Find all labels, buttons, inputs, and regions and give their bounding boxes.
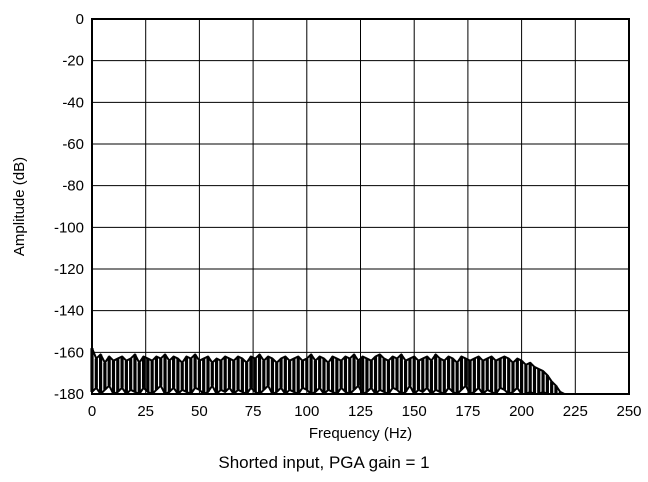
y-tick-label: -80 [62, 178, 84, 195]
x-tick-label: 0 [88, 403, 96, 420]
y-tick-label: -40 [62, 94, 84, 111]
y-tick-label: -160 [54, 344, 84, 361]
x-tick-label: 200 [509, 403, 534, 420]
y-tick-label: -120 [54, 261, 84, 278]
x-tick-label: 75 [245, 403, 262, 420]
plot-frame [91, 18, 630, 395]
y-tick-label: -20 [62, 53, 84, 70]
x-tick-label: 175 [455, 403, 480, 420]
y-axis-title: Amplitude (dB) [11, 157, 28, 256]
series-layer [90, 347, 629, 395]
y-tick-label: -60 [62, 136, 84, 153]
x-tick-label: 125 [348, 403, 373, 420]
x-tick-label: 50 [191, 403, 208, 420]
x-tick-label: 100 [294, 403, 319, 420]
grid-lines [91, 18, 630, 395]
x-tick-label: 250 [616, 403, 641, 420]
chart-caption: Shorted input, PGA gain = 1 [218, 453, 430, 472]
x-tick-label: 25 [137, 403, 154, 420]
y-tick-label: -140 [54, 303, 84, 320]
y-tick-label: -100 [54, 219, 84, 236]
x-axis-title: Frequency (Hz) [309, 425, 412, 442]
x-tick-label: 150 [402, 403, 427, 420]
y-tick-label: -180 [54, 386, 84, 403]
y-tick-label: 0 [76, 11, 84, 28]
x-tick-label: 225 [563, 403, 588, 420]
spectrum-chart: 0 25 50 75 100 125 150 175 200 225 250 0 -20 -40 -60 -… [11, 11, 642, 442]
y-tick-labels: 0 -20 -40 -60 -80 -100 -120 -140 -160 -180 [54, 11, 84, 403]
x-tick-labels: 0 25 50 75 100 125 150 175 200 225 250 [88, 403, 642, 420]
